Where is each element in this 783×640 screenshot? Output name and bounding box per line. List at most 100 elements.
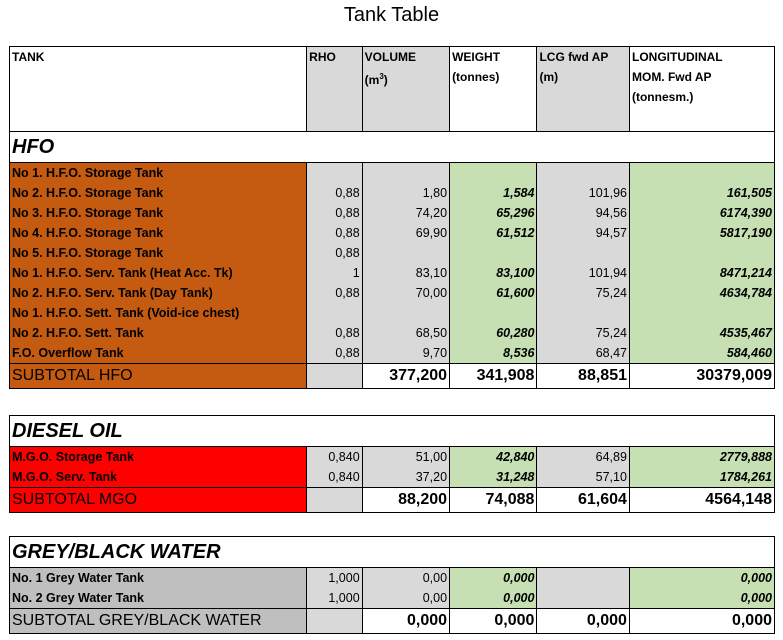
moment-cell: 2779,888 bbox=[628, 446, 776, 467]
moment-cell: 8471,214 bbox=[628, 263, 776, 283]
section-diesel: DIESEL OIL bbox=[9, 415, 775, 447]
table-row: F.O. Overflow Tank 0,88 9,70 8,536 68,47 584,… bbox=[8, 343, 776, 364]
moment-cell: 584,460 bbox=[628, 343, 776, 364]
diesel-table: DIESEL OIL M.G.O. Storage Tank 0,840 51,00… bbox=[8, 415, 776, 513]
volume-cell: 0,00 bbox=[361, 588, 451, 609]
weight-cell: 61,512 bbox=[449, 223, 538, 243]
rho-cell: 0,88 bbox=[306, 223, 363, 243]
table-row: No 2. H.F.O. Storage Tank 0,88 1,80 1,584 10… bbox=[8, 183, 776, 203]
subtotal-mom: 0,000 bbox=[628, 608, 776, 634]
tank-name: No 2. H.F.O. Serv. Tank (Day Tank) bbox=[8, 283, 308, 303]
volume-cell bbox=[361, 162, 451, 183]
table-row: No. 1 Grey Water Tank 1,000 0,00 0,000 0,000 bbox=[8, 567, 776, 588]
water-rows: No. 1 Grey Water Tank 1,000 0,00 0,000 0,000… bbox=[8, 567, 776, 609]
page-title: Tank Table bbox=[343, 4, 440, 26]
weight-cell bbox=[449, 243, 538, 263]
subtotal-volume: 377,200 bbox=[361, 363, 451, 389]
weight-cell: 0,000 bbox=[449, 567, 538, 588]
lcg-cell: 101,94 bbox=[536, 263, 630, 283]
rho-cell: 0,88 bbox=[306, 203, 363, 223]
rho-cell: 1,000 bbox=[306, 567, 363, 588]
rho-cell: 0,88 bbox=[306, 323, 363, 343]
table-row: M.G.O. Storage Tank 0,840 51,00 42,840 64,89… bbox=[8, 446, 776, 467]
tank-name: No 2. H.F.O. Storage Tank bbox=[8, 183, 308, 203]
subtotal-hfo: SUBTOTAL HFO 377,200 341,908 88,851 3037… bbox=[8, 363, 776, 389]
section-hfo: HFO bbox=[9, 131, 775, 163]
table-row: No 3. H.F.O. Storage Tank 0,88 74,20 65,296… bbox=[8, 203, 776, 223]
tank-name: No 5. H.F.O. Storage Tank bbox=[8, 243, 308, 263]
section-water: GREY/BLACK WATER bbox=[9, 536, 775, 568]
volume-cell: 0,00 bbox=[361, 567, 451, 588]
weight-cell: 61,600 bbox=[449, 283, 538, 303]
subtotal-lcg: 61,604 bbox=[536, 487, 630, 513]
volume-cell: 69,90 bbox=[361, 223, 451, 243]
subtotal-weight: 341,908 bbox=[449, 363, 538, 389]
moment-cell: 4634,784 bbox=[628, 283, 776, 303]
table-row: No 4. H.F.O. Storage Tank 0,88 69,90 61,512… bbox=[8, 223, 776, 243]
volume-cell bbox=[361, 243, 451, 263]
header-mom: LONGITUDINAL MOM. Fwd AP (tonnesm.) bbox=[628, 46, 776, 132]
tank-name: No. 2 Grey Water Tank bbox=[8, 588, 308, 609]
weight-cell: 83,100 bbox=[449, 263, 538, 283]
moment-cell: 5817,190 bbox=[628, 223, 776, 243]
subtotal-lcg: 0,000 bbox=[536, 608, 630, 634]
subtotal-weight: 0,000 bbox=[449, 608, 538, 634]
moment-cell: 4535,467 bbox=[628, 323, 776, 343]
volume-cell: 70,00 bbox=[361, 283, 451, 303]
moment-cell: 1784,261 bbox=[628, 467, 776, 488]
moment-cell: 161,505 bbox=[628, 183, 776, 203]
tank-name: No. 1 Grey Water Tank bbox=[8, 567, 308, 588]
subtotal-label: SUBTOTAL MGO bbox=[8, 487, 308, 513]
table-row: No 1. H.F.O. Sett. Tank (Void-ice chest) bbox=[8, 303, 776, 323]
weight-cell: 8,536 bbox=[449, 343, 538, 364]
header-weight: WEIGHT (tonnes) bbox=[449, 46, 538, 132]
moment-cell bbox=[628, 162, 776, 183]
table-row: No 1. H.F.O. Storage Tank bbox=[8, 162, 776, 183]
subtotal-mgo: SUBTOTAL MGO 88,200 74,088 61,604 4564,1… bbox=[8, 487, 776, 513]
lcg-cell: 75,24 bbox=[536, 283, 630, 303]
lcg-cell bbox=[536, 162, 630, 183]
volume-cell: 37,20 bbox=[361, 467, 451, 488]
lcg-cell bbox=[536, 588, 630, 609]
lcg-cell bbox=[536, 243, 630, 263]
weight-cell: 42,840 bbox=[449, 446, 538, 467]
subtotal-label: SUBTOTAL HFO bbox=[8, 363, 308, 389]
tank-name: No 2. H.F.O. Sett. Tank bbox=[8, 323, 308, 343]
lcg-cell: 68,47 bbox=[536, 343, 630, 364]
header-tank: TANK bbox=[8, 46, 308, 132]
rho-cell: 0,88 bbox=[306, 243, 363, 263]
lcg-cell: 57,10 bbox=[536, 467, 630, 488]
volume-cell: 74,20 bbox=[361, 203, 451, 223]
header-row: TANK RHO VOLUME (m3) WEIGHT (tonnes) LCG f… bbox=[8, 46, 776, 132]
rho-cell: 0,840 bbox=[306, 446, 363, 467]
tank-name: M.G.O. Serv. Tank bbox=[8, 467, 308, 488]
moment-cell bbox=[628, 243, 776, 263]
tank-name: M.G.O. Storage Tank bbox=[8, 446, 308, 467]
rho-cell: 0,840 bbox=[306, 467, 363, 488]
tank-name: F.O. Overflow Tank bbox=[8, 343, 308, 364]
rho-cell bbox=[306, 303, 363, 323]
subtotal-mom: 4564,148 bbox=[628, 487, 776, 513]
rho-cell bbox=[306, 162, 363, 183]
table-row: No 5. H.F.O. Storage Tank 0,88 bbox=[8, 243, 776, 263]
lcg-cell: 101,96 bbox=[536, 183, 630, 203]
subtotal-volume: 88,200 bbox=[361, 487, 451, 513]
moment-cell: 6174,390 bbox=[628, 203, 776, 223]
table-row: No 1. H.F.O. Serv. Tank (Heat Acc. Tk) 1 8… bbox=[8, 263, 776, 283]
lcg-cell bbox=[536, 567, 630, 588]
volume-cell: 83,10 bbox=[361, 263, 451, 283]
tank-name: No 4. H.F.O. Storage Tank bbox=[8, 223, 308, 243]
subtotal-label: SUBTOTAL GREY/BLACK WATER bbox=[8, 608, 308, 634]
rho-cell: 1,000 bbox=[306, 588, 363, 609]
moment-cell: 0,000 bbox=[628, 588, 776, 609]
volume-cell: 1,80 bbox=[361, 183, 451, 203]
table-row: M.G.O. Serv. Tank 0,840 37,20 31,248 57,10 17… bbox=[8, 467, 776, 488]
weight-cell: 60,280 bbox=[449, 323, 538, 343]
lcg-cell: 94,57 bbox=[536, 223, 630, 243]
volume-cell bbox=[361, 303, 451, 323]
rho-cell: 0,88 bbox=[306, 343, 363, 364]
lcg-cell bbox=[536, 303, 630, 323]
volume-cell: 68,50 bbox=[361, 323, 451, 343]
diesel-rows: M.G.O. Storage Tank 0,840 51,00 42,840 64,89… bbox=[8, 446, 776, 488]
weight-cell: 0,000 bbox=[449, 588, 538, 609]
